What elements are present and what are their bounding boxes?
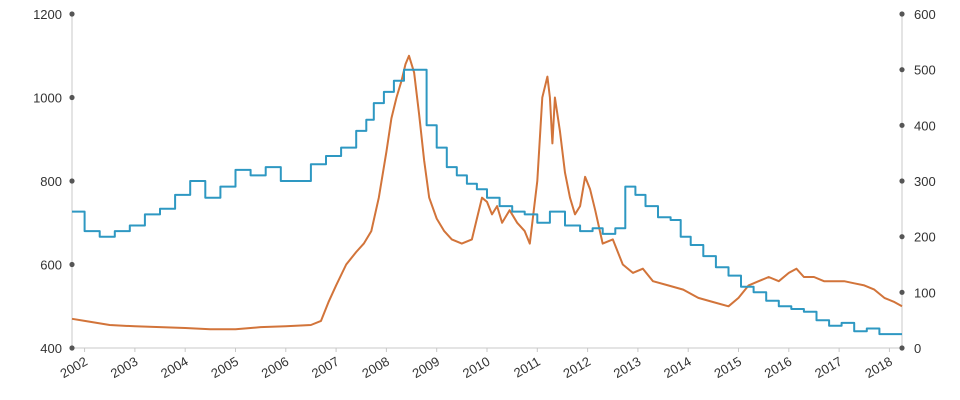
y-left-ticks: 400 600 800 1000 1200 — [33, 7, 75, 356]
y-right-tick-label: 500 — [914, 63, 936, 78]
y-right-tick-dot — [899, 11, 905, 17]
x-tick-label: 2013 — [611, 354, 644, 381]
y-right-tick-label: 400 — [914, 118, 936, 133]
y-left-tick-label: 400 — [40, 341, 62, 356]
y-left-tick-dot — [69, 345, 75, 351]
y-right-tick-dot — [899, 345, 905, 351]
x-tick-label: 2015 — [711, 354, 744, 381]
y-left-tick-dot — [69, 94, 75, 101]
y-right-tick-dot — [899, 67, 905, 73]
x-tick-label: 2002 — [58, 354, 91, 381]
series-layer — [71, 54, 903, 336]
y-right-tick-label: 300 — [914, 174, 936, 189]
x-ticks: 2002 2003 2004 2005 2006 2007 2008 2009 2010 2011… — [58, 348, 895, 381]
x-tick-label: 2017 — [812, 354, 845, 381]
y-left-tick-dot — [69, 261, 75, 268]
y-right-tick-label: 600 — [914, 7, 936, 22]
y-left-tick-label: 1000 — [33, 91, 62, 106]
x-tick-label: 2011 — [511, 354, 543, 381]
y-right-tick-dot — [899, 234, 905, 240]
x-tick-label: 2014 — [661, 354, 694, 381]
x-tick-label: 2010 — [460, 354, 493, 381]
x-tick-label: 2004 — [158, 354, 191, 381]
series-line-orange — [71, 54, 903, 331]
y-left-tick-label: 600 — [40, 258, 62, 273]
series-line-blue — [72, 68, 902, 336]
y-right-ticks: 0 100 200 300 400 500 600 — [899, 7, 936, 356]
y-right-tick-dot — [899, 122, 905, 128]
x-tick-label: 2016 — [762, 354, 795, 381]
y-left-tick-dot — [69, 11, 75, 17]
y-left-tick-label: 800 — [40, 174, 62, 189]
y-right-tick-label: 200 — [914, 230, 936, 245]
x-tick-label: 2007 — [309, 354, 342, 381]
x-tick-label: 2018 — [862, 354, 895, 381]
y-right-tick-label: 0 — [914, 341, 921, 356]
y-left-tick-label: 1200 — [33, 7, 62, 22]
y-right-tick-dot — [899, 178, 905, 184]
x-tick-label: 2003 — [108, 354, 141, 381]
x-tick-label: 2005 — [208, 354, 241, 381]
x-tick-label: 2008 — [359, 354, 392, 381]
y-left-tick-dot — [69, 178, 75, 184]
x-tick-label: 2006 — [259, 354, 292, 381]
y-right-tick-label: 100 — [914, 285, 936, 300]
y-right-tick-dot — [899, 289, 905, 295]
x-tick-label: 2012 — [561, 354, 594, 381]
x-tick-label: 2009 — [410, 354, 443, 381]
